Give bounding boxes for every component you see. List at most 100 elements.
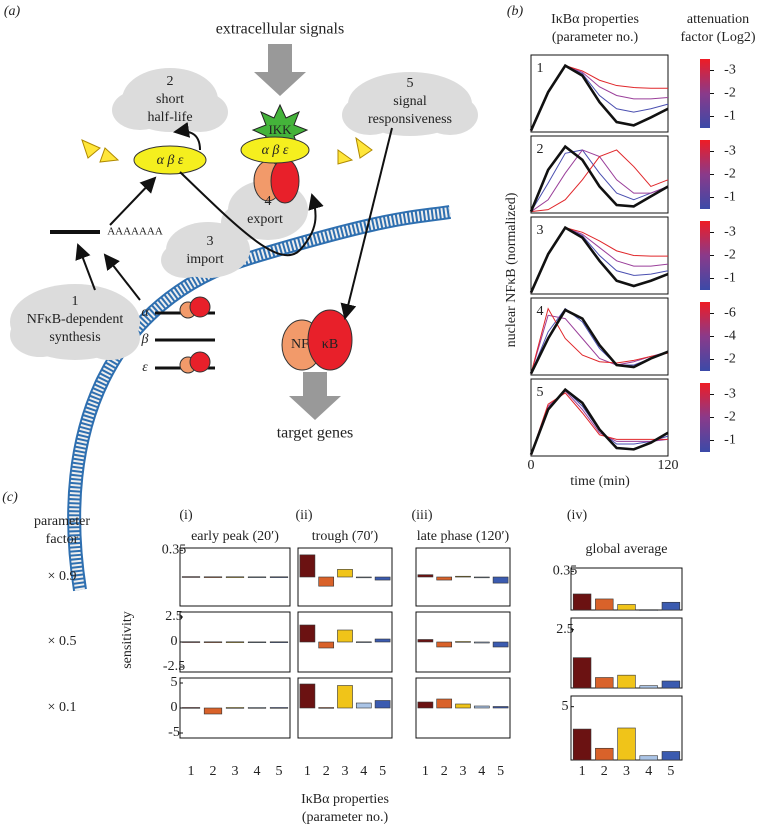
curve <box>529 144 669 213</box>
label: ε <box>142 360 148 375</box>
label: IKK <box>268 122 292 137</box>
x-label: IκBα properties <box>301 792 389 807</box>
bar <box>181 576 201 578</box>
membrane-inner <box>69 207 451 591</box>
y-tick-label: 0.35 <box>162 543 187 558</box>
column-title: trough (70′) <box>312 529 379 544</box>
colorbar <box>700 140 710 209</box>
bar <box>203 641 223 643</box>
bar <box>299 554 316 578</box>
colorbar-tick-label: -1 <box>724 190 736 205</box>
bar <box>572 593 592 611</box>
bar <box>492 641 509 648</box>
row-label: × 0.1 <box>48 700 77 715</box>
bar <box>455 641 471 643</box>
x-tick-label: 4 <box>254 764 261 779</box>
bar <box>473 576 490 579</box>
label: target genes <box>277 425 354 442</box>
x-tick-label: 5 <box>497 764 504 779</box>
curve <box>530 149 669 212</box>
curve <box>529 308 669 375</box>
bar <box>337 685 353 709</box>
x-tick-label: 3 <box>460 764 467 779</box>
column-number: (iii) <box>412 508 433 523</box>
panel-label: (a) <box>4 4 21 19</box>
colorbar-tick-label: -6 <box>724 306 736 321</box>
title: factor (Log2) <box>680 30 755 45</box>
bar <box>318 576 335 587</box>
bar <box>661 601 681 611</box>
bar <box>595 677 614 689</box>
arrow-in <box>254 44 306 96</box>
title: IκBα properties <box>551 12 639 27</box>
panel-a-text: (a) extracellular signals 2 short half-l… <box>4 4 452 441</box>
label: factor <box>46 532 79 547</box>
column-title: global average <box>585 542 667 557</box>
clouds <box>10 68 478 360</box>
curve <box>530 149 669 213</box>
x-tick-label: 2 <box>323 764 330 779</box>
x-tick-label: 0 <box>528 458 535 473</box>
bar <box>639 755 658 761</box>
colorbar-tick-label: -1 <box>724 271 736 286</box>
title: (parameter no.) <box>552 30 639 45</box>
colorbar-tick-label: -2 <box>724 86 736 101</box>
plot-number: 4 <box>537 304 544 319</box>
bar <box>299 683 316 709</box>
panel-b-text: (b) IκBα properties (parameter no.) atte… <box>504 4 756 489</box>
bar <box>337 569 353 578</box>
column-number: (iv) <box>567 508 588 523</box>
x-tick-label: 4 <box>360 764 367 779</box>
bar <box>269 576 289 578</box>
bar <box>247 641 267 644</box>
label: NF <box>291 337 309 352</box>
panel-c-text: (c) parameter factor sensitivity IκBα pr… <box>2 490 389 825</box>
ikb <box>133 145 207 175</box>
x-tick-label: 1 <box>579 764 586 779</box>
curve <box>529 225 669 294</box>
column-title: early peak (20′) <box>191 529 279 544</box>
colorbar-tick-label: -2 <box>724 352 736 367</box>
bar <box>473 705 490 709</box>
arrow-out <box>289 372 341 420</box>
y-tick-label: 0.35 <box>553 564 578 579</box>
x-tick-label: 4 <box>645 764 652 779</box>
x-tick-label: 5 <box>667 764 674 779</box>
label: α β ε <box>157 153 184 168</box>
bar <box>492 706 509 709</box>
diagram <box>10 44 478 592</box>
colorbar-tick-label: -2 <box>724 410 736 425</box>
x-tick-label: 1 <box>422 764 429 779</box>
x-tick-label: 4 <box>478 764 485 779</box>
label: β <box>141 332 149 347</box>
plot-frame <box>530 297 669 376</box>
label: 4 <box>265 194 272 209</box>
colorbar-tick-label: -3 <box>724 387 736 402</box>
bar <box>436 576 453 581</box>
colorbar-tick-label: -1 <box>724 109 736 124</box>
colorbar-tick-label: -1 <box>724 433 736 448</box>
y-tick-label: 5 <box>562 699 569 714</box>
degradation <box>81 136 373 165</box>
y-tick-label: 5 <box>171 675 178 690</box>
bar <box>247 576 267 578</box>
bar <box>355 702 372 709</box>
x-label: time (min) <box>570 474 630 489</box>
label: short <box>156 92 184 107</box>
row-label: × 0.5 <box>48 634 77 649</box>
bar <box>473 641 490 644</box>
colorbar <box>700 302 710 371</box>
bar <box>318 641 335 649</box>
x-tick-label: 1 <box>188 764 195 779</box>
bar <box>269 641 289 643</box>
bar <box>617 727 636 761</box>
x-tick-label: 5 <box>276 764 283 779</box>
label: half-life <box>147 110 192 125</box>
bar <box>203 707 223 715</box>
panel-label: (b) <box>507 4 524 19</box>
label: 5 <box>407 76 414 91</box>
label: signal <box>393 94 427 109</box>
plot-number: 3 <box>537 223 544 238</box>
bar <box>355 576 372 579</box>
